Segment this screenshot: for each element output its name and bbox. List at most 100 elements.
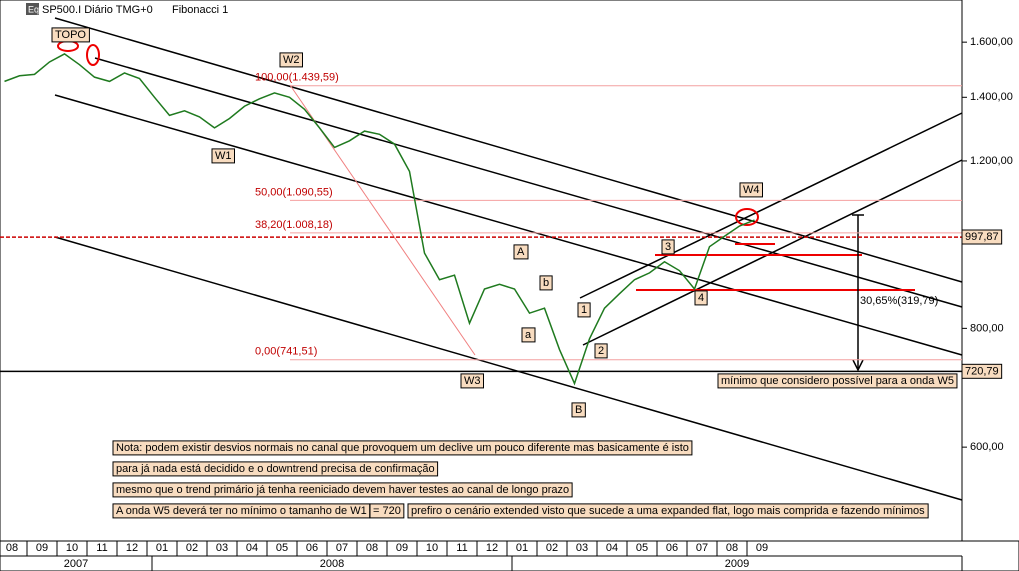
x-tick-label: 05 [276,542,288,554]
wave-label: b [539,275,553,291]
wave-label: W1 [211,148,235,164]
price-marker-text: 720,79 [965,365,999,377]
y-tick-label: 800,00 [970,322,1004,334]
x-tick-label: 02 [546,542,558,554]
x-tick-label: 09 [36,542,48,554]
note-text: para já nada está decidido e o downtrend… [116,463,435,475]
wave-label-text: 2 [598,345,604,357]
price-marker: 997,87 [961,229,1003,245]
fib-label: 38,20(1.008,18) [255,219,333,231]
note: = 720 [369,503,405,519]
wave-label-box [577,302,591,318]
channel-line [54,94,963,356]
wave-label-box [661,239,675,255]
wave-label-text: W3 [464,375,481,387]
wave-label: a [521,327,536,343]
x-tick-label: 03 [216,542,228,554]
note: mesmo que o trend primário já tenha reen… [112,482,573,498]
x-tick-label: 05 [636,542,648,554]
channel-line [54,17,963,283]
wave-label-box [539,275,553,291]
price-series [4,53,755,386]
note-box [407,503,929,519]
wave-label-box [571,402,586,418]
wave-label: TOPO [51,27,90,43]
wave-label-text: A [517,246,525,258]
year-label: 2007 [64,558,88,570]
year-label: 2008 [320,558,344,570]
wave-label-text: TOPO [55,29,86,41]
wave-label-box [279,52,303,68]
x-tick-label: 02 [186,542,198,554]
x-tick-label: 01 [516,542,528,554]
note-text: A onda W5 deverá ter no mínimo o tamanho… [116,505,367,517]
x-tick-label: 11 [96,542,107,554]
chart-title[interactable]: SP500.I Diário TMG+0 [42,4,153,16]
note: para já nada está decidido e o downtrend… [112,461,439,477]
note: prefiro o cenário extended visto que suc… [407,503,929,519]
wave-label-text: b [543,277,549,289]
x-tick-label: 09 [396,542,408,554]
note-text: prefiro o cenário extended visto que suc… [411,505,925,517]
channel-line [54,236,963,501]
indicator[interactable]: Fibonacci 1 [172,4,228,16]
price-marker-text: 997,87 [965,231,999,243]
note-box [369,503,405,519]
x-tick-label: 07 [336,542,348,554]
fib-label: 50,00(1.090,55) [255,186,333,198]
channel-line [94,57,963,308]
retracement: 30,65%(319,79) [860,295,938,307]
highlight [735,208,759,226]
y-tick-label: 1.600,00 [970,36,1013,48]
wave-label: B [571,402,586,418]
wave-label-text: a [525,329,532,341]
x-tick-label: 01 [156,542,168,554]
w5-note: mínimo que considero possível para a ond… [717,373,958,389]
wave-label: W4 [739,182,763,198]
note-box [112,440,693,456]
x-tick-label: 07 [696,542,708,554]
price-marker-box [961,229,1003,245]
fib-label: 0,00(741,51) [255,346,317,358]
x-tick-label: 12 [486,542,498,554]
x-tick-label: 08 [6,542,18,554]
wave-label: W2 [279,52,303,68]
w5-note-box [717,373,958,389]
note-box [112,461,439,477]
highlight [86,44,100,66]
icon-text: Eq [28,4,39,14]
x-tick-label: 08 [726,542,738,554]
wave-label-box [739,182,763,198]
x-tick-label: 06 [666,542,678,554]
x-tick-label: 10 [426,542,438,554]
x-tick-label: 12 [126,542,138,554]
wave-label-text: W4 [743,184,760,196]
wave-label: 2 [594,343,608,359]
w5-note-text: mínimo que considero possível para a ond… [721,375,954,387]
wave-label-box [694,290,708,306]
wave-label-text: 3 [665,241,671,253]
wave-label-box [594,343,608,359]
note: A onda W5 deverá ter no mínimo o tamanho… [112,503,371,519]
wave-label: A [513,244,529,260]
note-box [112,482,573,498]
x-tick-label: 03 [576,542,588,554]
y-tick-label: 600,00 [970,441,1004,453]
wave-label-box [521,327,536,343]
note-text: mesmo que o trend primário já tenha reen… [116,484,569,496]
x-tick-label: 06 [306,542,318,554]
y-tick-label: 1.400,00 [970,91,1013,103]
y-tick-label: 1.200,00 [970,155,1013,167]
x-tick-label: 11 [456,542,467,554]
wave-label-text: 4 [698,292,704,304]
note-text: = 720 [373,505,401,517]
wave-label-text: W2 [283,54,300,66]
wave-label-box [51,27,90,43]
trend-line [582,159,963,346]
wave-label: 1 [577,302,591,318]
wave-label: W3 [460,373,484,389]
wave-label-box [513,244,529,260]
channels [54,17,963,501]
wave-label: 4 [694,290,708,306]
